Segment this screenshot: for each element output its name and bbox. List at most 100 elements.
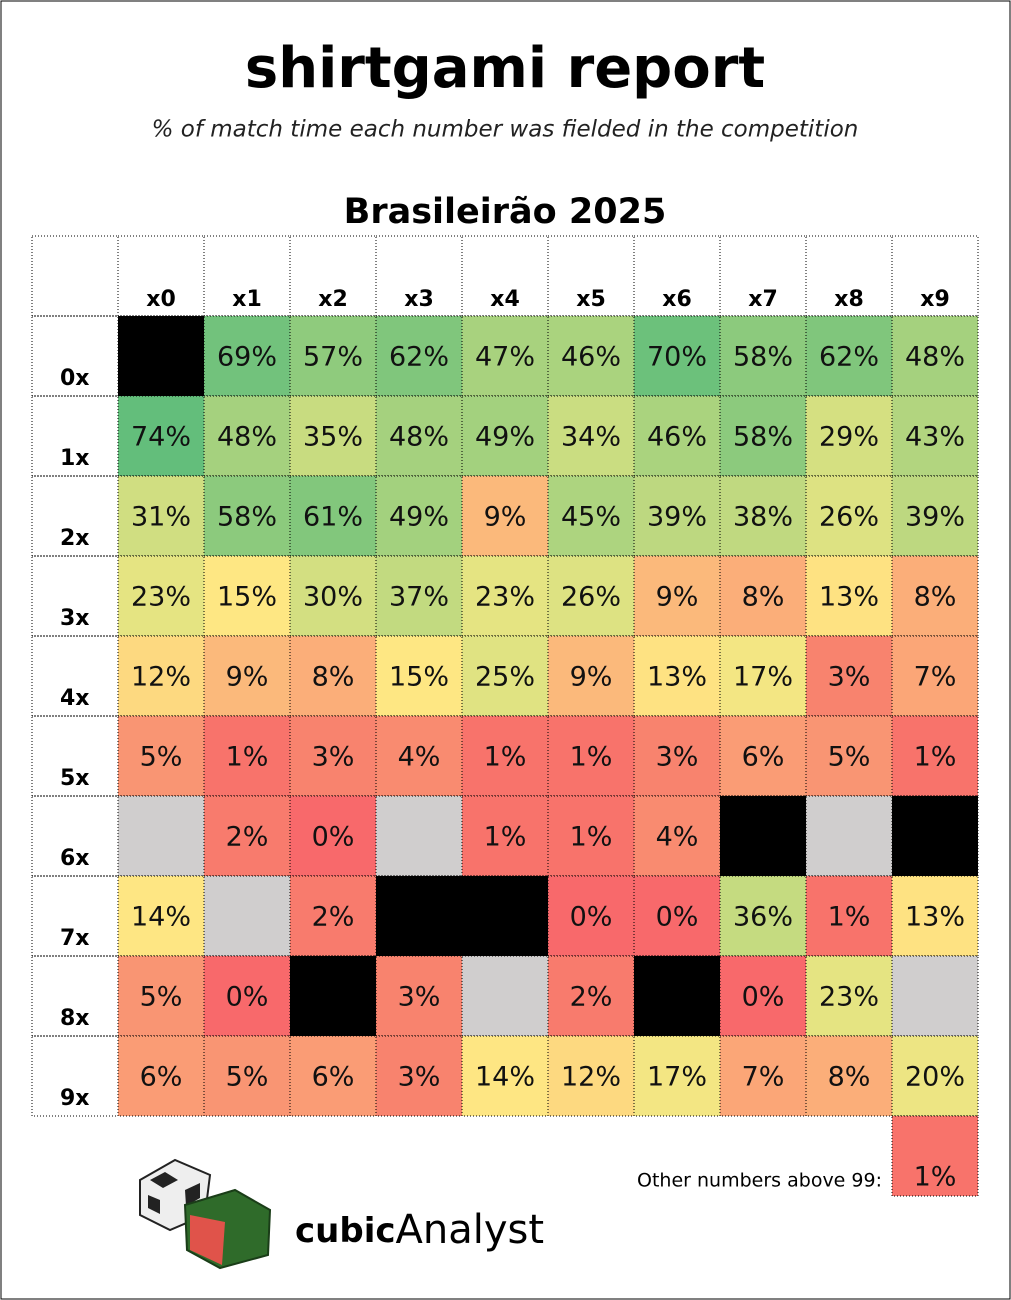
cell-label: 36%: [733, 902, 793, 933]
heat-cell: [375, 555, 463, 637]
cell-label: 3%: [828, 662, 871, 693]
heat-cell: [289, 715, 377, 797]
empty-cell: [891, 955, 979, 1037]
heat-cell: [719, 475, 807, 557]
heat-cell: [203, 555, 291, 637]
cell-label: 1%: [484, 822, 527, 853]
row-label: 6x: [60, 846, 90, 871]
cell-label: 46%: [561, 342, 621, 373]
cell-label: 45%: [561, 502, 621, 533]
heat-cell: [891, 475, 979, 557]
cell-label: 9%: [484, 502, 527, 533]
cell-label: 31%: [131, 502, 191, 533]
heat-cell: [719, 875, 807, 957]
heat-cell: [117, 555, 205, 637]
cell-label: 2%: [312, 902, 355, 933]
heat-cell: [719, 315, 807, 397]
heat-cell: [203, 1035, 291, 1117]
cell-label: 5%: [140, 742, 183, 773]
cell-label: 70%: [647, 342, 707, 373]
cell-label: 1%: [484, 742, 527, 773]
heat-cell: [289, 395, 377, 477]
cell-label: 23%: [819, 982, 879, 1013]
column-label: x3: [404, 287, 434, 312]
cell-label: 46%: [647, 422, 707, 453]
heat-cell: [805, 395, 893, 477]
empty-cell: [117, 795, 205, 877]
heat-cell: [805, 555, 893, 637]
empty-cell: [375, 875, 463, 957]
heat-cell: [719, 635, 807, 717]
cell-label: 3%: [398, 982, 441, 1013]
cell-label: 38%: [733, 502, 793, 533]
cell-label: 30%: [303, 582, 363, 613]
cell-label: 7%: [742, 1062, 785, 1093]
other-value-label: 1%: [914, 1162, 957, 1193]
empty-cell: [375, 795, 463, 877]
heat-cell: [805, 1035, 893, 1117]
heat-cell: [633, 555, 721, 637]
heat-cell: [547, 475, 635, 557]
cell-label: 57%: [303, 342, 363, 373]
heat-cell: [289, 475, 377, 557]
heat-cell: [891, 555, 979, 637]
cell-label: 6%: [312, 1062, 355, 1093]
heat-cell: [547, 1035, 635, 1117]
logo-icon: [139, 1158, 272, 1270]
cell-label: 37%: [389, 582, 449, 613]
cell-label: 8%: [312, 662, 355, 693]
cell-label: 25%: [475, 662, 535, 693]
cell-label: 3%: [398, 1062, 441, 1093]
cell-label: 34%: [561, 422, 621, 453]
heat-cell: [891, 635, 979, 717]
empty-cell: [633, 955, 721, 1037]
cell-label: 26%: [819, 502, 879, 533]
heat-cell: [891, 1035, 979, 1117]
cell-label: 62%: [819, 342, 879, 373]
heat-cell: [547, 635, 635, 717]
cell-label: 3%: [312, 742, 355, 773]
other-label: Other numbers above 99:: [637, 1170, 882, 1192]
heat-cell: [203, 395, 291, 477]
cell-label: 12%: [561, 1062, 621, 1093]
cell-label: 0%: [742, 982, 785, 1013]
heat-cell: [461, 1035, 549, 1117]
cell-label: 1%: [828, 902, 871, 933]
cell-label: 8%: [742, 582, 785, 613]
cell-label: 2%: [226, 822, 269, 853]
cell-label: 39%: [905, 502, 965, 533]
heat-cell: [461, 395, 549, 477]
cell-label: 29%: [819, 422, 879, 453]
cell-label: 13%: [647, 662, 707, 693]
heat-cell: [805, 715, 893, 797]
cell-label: 9%: [226, 662, 269, 693]
brand-bold-text: cubic: [295, 1211, 396, 1251]
empty-cell: [461, 875, 549, 957]
row-label: 0x: [60, 366, 90, 391]
heading: Brasileirão 2025: [344, 192, 667, 232]
empty-cell: [117, 315, 205, 397]
cell-label: 47%: [475, 342, 535, 373]
heat-cell: [547, 395, 635, 477]
column-label: x7: [748, 287, 778, 312]
cell-label: 7%: [914, 662, 957, 693]
cell-label: 12%: [131, 662, 191, 693]
cell-label: 23%: [131, 582, 191, 613]
column-label: x4: [490, 287, 520, 312]
empty-cell: [805, 795, 893, 877]
chart-subtitle: % of match time each number was fielded …: [152, 117, 859, 143]
cell-label: 4%: [398, 742, 441, 773]
cell-label: 1%: [570, 822, 613, 853]
cell-label: 20%: [905, 1062, 965, 1093]
heat-cell: [117, 395, 205, 477]
brand-bold: cubicAnalyst: [295, 1207, 544, 1253]
empty-cell: [891, 795, 979, 877]
cell-label: 0%: [312, 822, 355, 853]
heat-cell: [375, 635, 463, 717]
cell-label: 13%: [905, 902, 965, 933]
column-label: x8: [834, 287, 864, 312]
heat-cell: [375, 955, 463, 1037]
heat-cell: [375, 395, 463, 477]
heat-cell: [891, 875, 979, 957]
heat-cell: [289, 795, 377, 877]
